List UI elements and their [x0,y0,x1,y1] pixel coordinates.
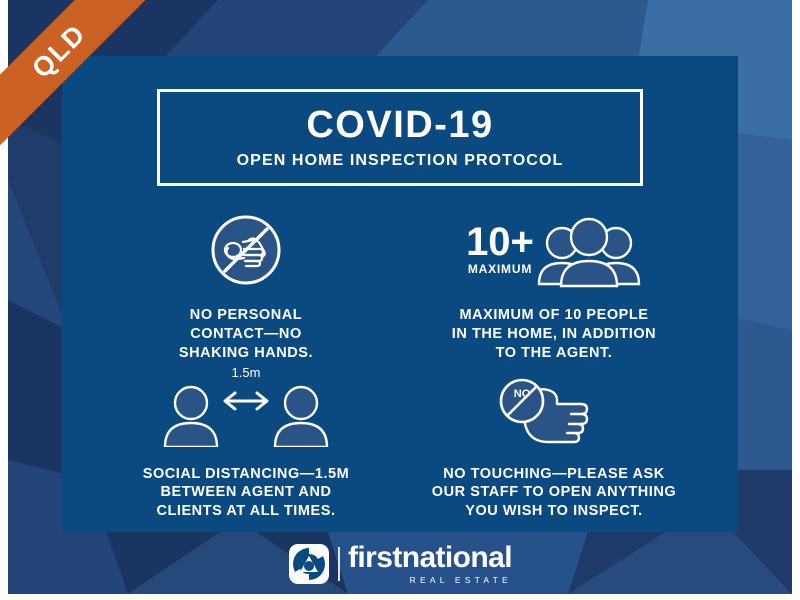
protocol-caption: NO TOUCHING—PLEASE ASK OUR STAFF TO OPEN… [431,465,677,520]
no-handshake-icon [211,215,281,285]
protocol-item-no-handshake: NO PERSONAL CONTACT—NO SHAKING HANDS. [92,204,400,363]
protocol-item-max-people: 10+ MAXIMUM MAXIMUM OF [400,204,708,363]
no-touching-hand-icon: NO [499,378,589,443]
protocol-grid: NO PERSONAL CONTACT—NO SHAKING HANDS. 10… [92,204,708,520]
protocol-caption: MAXIMUM OF 10 PEOPLE IN THE HOME, IN ADD… [451,307,657,361]
brand-name: firstnational [348,541,512,575]
prohibition-label: NO [514,388,531,400]
protocol-caption: NO PERSONAL CONTACT—NO SHAKING HANDS. [178,307,314,361]
max-people-badge: 10+ MAXIMUM [466,219,534,277]
no-handshake-art [208,204,284,296]
max-people-word: MAXIMUM [467,262,533,277]
first-national-logo: firstnational REAL ESTATE [288,543,513,585]
page-subtitle: OPEN HOME INSPECTION PROTOCOL [236,152,564,169]
header-box: COVID-19 OPEN HOME INSPECTION PROTOCOL [157,89,643,186]
brand-tagline: REAL ESTATE [409,575,512,586]
page-title: COVID-19 [306,104,494,146]
max-people-art: 10+ MAXIMUM [466,204,642,296]
first-national-swirl-icon [289,544,330,584]
social-distancing-art: 1.5m [161,363,331,455]
protocol-caption: SOCIAL DISTANCING—1.5M BETWEEN AGENT AND… [142,465,350,520]
logo-divider [338,547,341,581]
distance-label: 1.5m [231,364,261,380]
content-panel: COVID-19 OPEN HOME INSPECTION PROTOCOL [62,56,738,532]
protocol-item-social-distancing: 1.5m [92,363,400,522]
group-of-people-icon [537,217,641,288]
footer-brand: firstnational REAL ESTATE [0,534,800,594]
max-people-number: 10+ [466,219,534,264]
social-distancing-icon [163,385,329,447]
logo-wordmark: firstnational REAL ESTATE [348,543,512,585]
no-touching-art: NO [494,363,614,455]
protocol-item-no-touching: NO NO TOUCHING—PLEASE ASK OUR STAFF TO O… [400,363,708,522]
